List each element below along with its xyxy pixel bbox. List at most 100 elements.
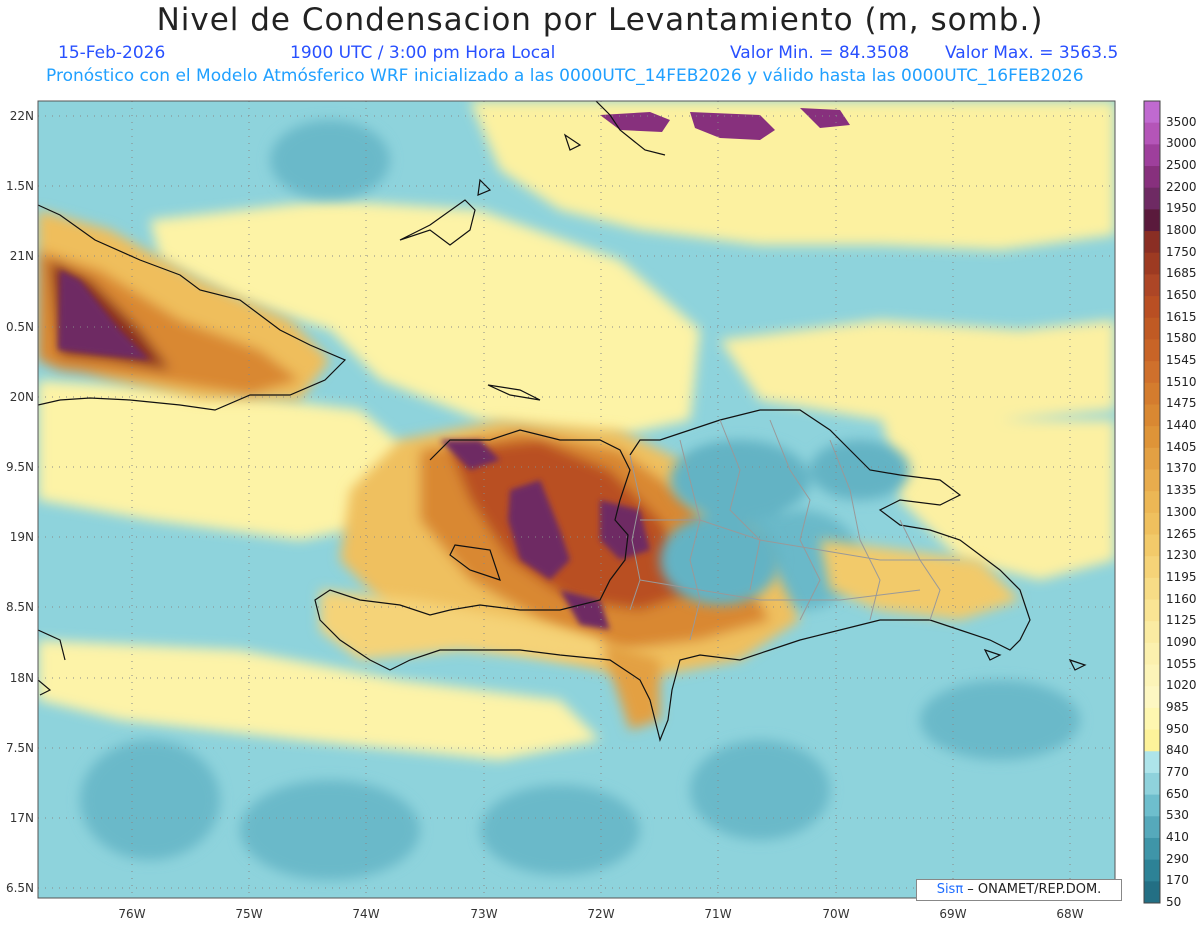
lat-label: 0.5N [5,320,34,334]
colorbar-tick-label: 1405 [1166,439,1197,454]
colorbar-tick-label: 1950 [1166,201,1197,216]
lon-label: 75W [235,907,263,921]
coastlines [38,101,1087,742]
colorbar-tick-label: 840 [1166,743,1189,758]
colorbar [1143,100,1161,904]
lat-label: 20N [9,390,34,404]
lon-label: 70W [822,907,850,921]
colorbar-tick-label: 1750 [1166,244,1197,259]
plot-frame [37,100,1116,899]
lon-label: 69W [939,907,967,921]
colorbar-swatch [1144,426,1160,449]
lon-label: 73W [470,907,498,921]
lat-label: 6.5N [5,881,34,895]
colorbar-tick-label: 1545 [1166,353,1197,368]
colorbar-tick-label: 1475 [1166,396,1197,411]
colorbar-tick-label: 2200 [1166,179,1197,194]
colorbar-tick-label: 1300 [1166,504,1197,519]
colorbar-swatch [1144,621,1160,644]
colorbar-tick-label: 1125 [1166,613,1197,628]
colorbar-swatch [1144,577,1160,601]
colorbar-tick-label: 170 [1166,873,1189,888]
colorbar-swatch [1144,274,1160,297]
colorbar-swatch [1144,469,1160,492]
colorbar-swatch [1144,881,1160,904]
colorbar-tick-label: 1230 [1166,548,1197,563]
colorbar-swatch [1144,296,1160,319]
colorbar-tick-label: 1650 [1166,288,1197,303]
colorbar-swatch [1144,187,1160,210]
lat-label: 19N [9,530,34,544]
lat-label: 18N [9,671,34,685]
colorbar-tick-label: 1370 [1166,461,1197,476]
colorbar-tick-label: 2500 [1166,158,1197,173]
sispi-logo: Sisπ [936,882,964,897]
colorbar-tick-label: 1020 [1166,678,1197,693]
colorbar-swatch [1144,317,1160,340]
colorbar-tick-label: 3500 [1166,114,1197,129]
lat-label: 8.5N [5,600,34,614]
colorbar-tick-label: 1090 [1166,634,1197,649]
colorbar-swatch [1144,231,1160,254]
colorbar-tick-label: 1615 [1166,309,1197,324]
colorbar-swatch [1144,751,1160,774]
colorbar-swatch [1144,339,1160,362]
lat-label: 1.5N [5,179,34,193]
max-value: Valor Max. = 3563.5 [945,43,1119,63]
colorbar-frame [1143,100,1161,904]
colorbar-swatch [1144,534,1160,557]
colorbar-tick-label: 1335 [1166,483,1197,498]
colorbar-tick-label: 985 [1166,699,1189,714]
colorbar-tick-label: 1580 [1166,331,1197,346]
lat-label: 17N [9,811,34,825]
colorbar-swatch [1144,447,1160,470]
colorbar-tick-label: 290 [1166,851,1189,866]
colorbar-swatch [1144,837,1160,861]
credit-box: Sisπ – ONAMET/REP.DOM. [916,879,1122,901]
colorbar-swatch [1144,664,1160,687]
colorbar-swatch [1144,166,1160,189]
map-title: Nivel de Condensacion por Levantamiento … [156,2,1044,38]
colorbar-swatch [1144,556,1160,579]
colorbar-tick-label: 650 [1166,786,1189,801]
colorbar-swatch [1144,122,1160,145]
lon-label: 76W [118,907,146,921]
colorbar-tick-label: 1685 [1166,266,1197,281]
forecast-time: 1900 UTC / 3:00 pm Hora Local [290,43,556,63]
colorbar-swatch [1144,209,1160,232]
colorbar-swatch [1144,252,1160,275]
colorbar-tick-label: 1265 [1166,526,1197,541]
colorbar-tick-label: 950 [1166,721,1189,736]
lon-label: 68W [1056,907,1084,921]
colorbar-swatch [1144,361,1160,384]
colorbar-swatch [1144,686,1160,709]
lat-label: 22N [9,109,34,123]
colorbar-tick-label: 530 [1166,808,1189,823]
colorbar-swatch [1144,859,1160,882]
lat-label: 21N [9,249,34,263]
province-borders [629,419,960,641]
min-value: Valor Min. = 84.3508 [730,43,910,63]
colorbar-tick-label: 3000 [1166,136,1197,151]
colorbar-swatch [1144,794,1160,817]
colorbar-swatch [1144,816,1160,839]
colorbar-tick-label: 1055 [1166,656,1197,671]
colorbar-swatch [1144,404,1160,427]
lat-label: 7.5N [5,741,34,755]
colorbar-tick-label: 770 [1166,764,1189,779]
colorbar-tick-label: 1160 [1166,591,1197,606]
lon-label: 72W [587,907,615,921]
colorbar-swatch [1144,772,1160,796]
colorbar-tick-label: 50 [1166,895,1182,909]
colorbar-swatch [1144,729,1160,752]
colorbar-swatch [1144,491,1160,514]
model-description: Pronóstico con el Modelo Atmósferico WRF… [46,66,1084,86]
colorbar-swatch [1144,642,1160,666]
colorbar-tick-label: 1440 [1166,418,1197,433]
field-shading [38,101,1115,898]
lon-label: 74W [352,907,380,921]
colorbar-swatch [1144,707,1160,731]
colorbar-tick-label: 1510 [1166,374,1197,389]
colorbar-swatch [1144,144,1160,167]
